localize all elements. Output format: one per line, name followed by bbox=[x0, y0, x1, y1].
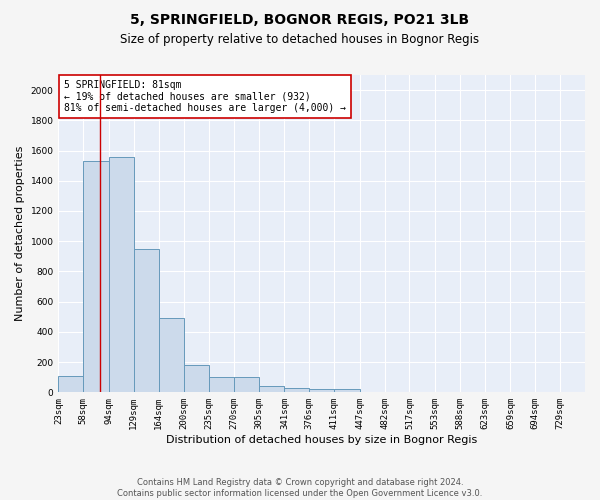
Text: 5 SPRINGFIELD: 81sqm
← 19% of detached houses are smaller (932)
81% of semi-deta: 5 SPRINGFIELD: 81sqm ← 19% of detached h… bbox=[64, 80, 346, 113]
X-axis label: Distribution of detached houses by size in Bognor Regis: Distribution of detached houses by size … bbox=[166, 435, 478, 445]
Bar bbox=[134, 249, 158, 392]
Bar bbox=[309, 390, 334, 392]
Bar bbox=[234, 377, 259, 392]
Text: Size of property relative to detached houses in Bognor Regis: Size of property relative to detached ho… bbox=[121, 32, 479, 46]
Bar bbox=[83, 161, 109, 392]
Bar bbox=[259, 386, 284, 392]
Bar bbox=[184, 365, 209, 392]
Text: 5, SPRINGFIELD, BOGNOR REGIS, PO21 3LB: 5, SPRINGFIELD, BOGNOR REGIS, PO21 3LB bbox=[130, 12, 470, 26]
Bar bbox=[209, 377, 234, 392]
Bar bbox=[58, 376, 83, 392]
Text: Contains HM Land Registry data © Crown copyright and database right 2024.
Contai: Contains HM Land Registry data © Crown c… bbox=[118, 478, 482, 498]
Bar bbox=[109, 156, 134, 392]
Bar bbox=[158, 318, 184, 392]
Bar bbox=[284, 388, 309, 392]
Bar bbox=[334, 390, 360, 392]
Y-axis label: Number of detached properties: Number of detached properties bbox=[15, 146, 25, 322]
